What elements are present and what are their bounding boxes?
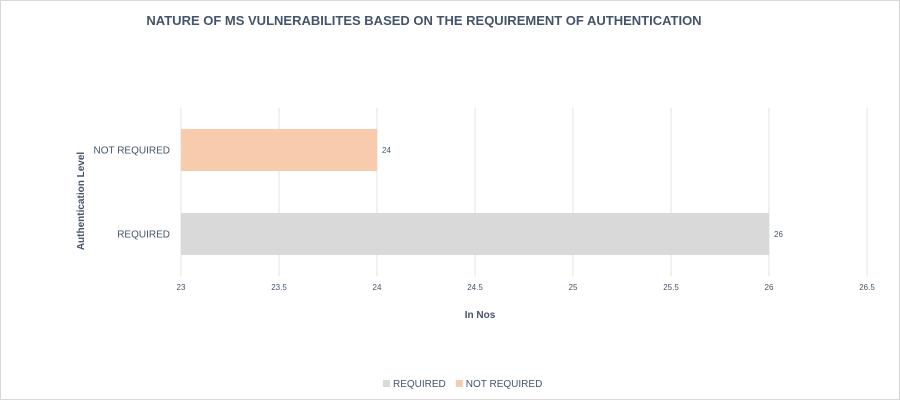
legend-item: REQUIRED [383, 379, 446, 390]
x-tick-label: 25.5 [663, 283, 679, 292]
x-tick-label: 24 [373, 283, 382, 292]
x-tick-label: 25 [569, 283, 578, 292]
legend-swatch [455, 380, 463, 387]
y-axis-title: Authentication Level [76, 152, 87, 251]
x-tick-label: 23 [177, 283, 186, 292]
bars [181, 129, 769, 255]
x-tick-label: 26.5 [859, 283, 875, 292]
category-labels: NOT REQUIRED REQUIRED [94, 146, 171, 241]
x-tick-label: 23.5 [271, 283, 287, 292]
bar [181, 129, 377, 171]
data-label: 26 [774, 230, 783, 239]
x-tick-label: 26 [765, 283, 774, 292]
category-label: NOT REQUIRED [94, 146, 171, 157]
legend-item: NOT REQUIRED [455, 379, 543, 390]
x-tick-label: 24.5 [467, 283, 483, 292]
legend-swatch [383, 380, 390, 387]
legend-label: NOT REQUIRED [466, 379, 543, 390]
data-labels: 24 26 [382, 146, 783, 239]
chart-title: NATURE OF MS VULNERABILITES BASED ON THE… [146, 13, 701, 28]
data-label: 24 [382, 146, 391, 155]
x-axis-title: In Nos [465, 310, 496, 321]
category-label: REQUIRED [117, 230, 170, 241]
bar [181, 213, 769, 255]
legend: REQUIRED NOT REQUIRED [383, 379, 542, 390]
x-tick-labels: 23 23.5 24 24.5 25 25.5 26 26.5 [177, 283, 876, 292]
legend-label: REQUIRED [393, 379, 446, 390]
